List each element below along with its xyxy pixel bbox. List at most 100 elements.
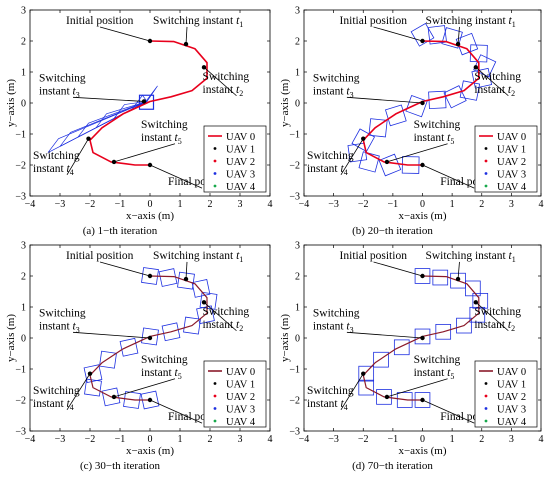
formation-shape bbox=[471, 67, 493, 89]
legend-box bbox=[474, 360, 538, 428]
formation-shape bbox=[196, 305, 215, 325]
annotation-dot bbox=[420, 335, 425, 341]
annotation-arrow bbox=[340, 373, 364, 411]
annotation-text: instant t3 bbox=[313, 85, 354, 99]
annotation-t: t bbox=[346, 85, 350, 97]
annotation-arrow bbox=[373, 26, 423, 42]
annotation-arrow bbox=[66, 373, 91, 411]
x-axis-label: x−axis (m) bbox=[126, 445, 174, 457]
annotation-text: Switching bbox=[313, 307, 360, 319]
uav0-trajectory bbox=[89, 40, 208, 166]
panel-caption: (c) 30−th iteration bbox=[80, 460, 161, 472]
annotation-text: Switching instant t1 bbox=[153, 250, 243, 264]
annotation-dot bbox=[87, 371, 93, 376]
x-tick-label: 2 bbox=[208, 199, 213, 210]
annotation-arrow bbox=[113, 143, 176, 163]
formation-shape bbox=[427, 25, 448, 45]
formation-shape bbox=[373, 351, 389, 368]
legend-swatch-uav1 bbox=[213, 382, 217, 385]
x-tick-label: 3 bbox=[509, 199, 514, 210]
annotation-arrow bbox=[422, 164, 475, 189]
annotation-arrow bbox=[185, 261, 188, 280]
formation-shape bbox=[138, 94, 155, 110]
x-tick-label: 0 bbox=[148, 199, 153, 210]
formation-shape bbox=[191, 279, 211, 298]
y-tick-label: 2 bbox=[295, 272, 300, 283]
annotation-dot bbox=[420, 397, 425, 403]
y-tick-label: 2 bbox=[21, 272, 26, 283]
x-tick-label: 1 bbox=[178, 199, 183, 210]
y-tick-label: 3 bbox=[295, 241, 300, 252]
legend-label: UAV 0 bbox=[497, 132, 526, 143]
formation-shape bbox=[358, 379, 375, 396]
legend-label: UAV 4 bbox=[497, 417, 527, 428]
legend-swatch-uav1 bbox=[484, 382, 488, 385]
annotation-dot bbox=[147, 273, 153, 279]
annotation-text: Switching bbox=[203, 306, 250, 318]
annotation-text: Switching bbox=[474, 306, 521, 318]
x-tick-label: −2 bbox=[358, 434, 369, 445]
legend-label: UAV 2 bbox=[226, 157, 255, 168]
x-tick-label: 4 bbox=[268, 434, 273, 445]
y-tick-label: 0 bbox=[295, 99, 300, 110]
annotation-sub: 5 bbox=[450, 372, 454, 381]
formation-shape bbox=[376, 389, 392, 405]
annotation-t: t bbox=[509, 15, 513, 27]
x-tick-label: 0 bbox=[420, 199, 425, 210]
x-tick-label: 3 bbox=[238, 434, 243, 445]
annotation-text: instant t4 bbox=[307, 398, 348, 412]
formation-shape bbox=[435, 323, 452, 340]
annotation-t: t bbox=[236, 84, 240, 96]
legend-label: UAV 2 bbox=[497, 392, 526, 403]
legend-label: UAV 1 bbox=[497, 145, 526, 156]
annotation-text: instant t4 bbox=[33, 163, 74, 177]
x-tick-label: 4 bbox=[539, 199, 544, 210]
x-tick-label: −2 bbox=[85, 199, 96, 210]
legend-swatch-uav1 bbox=[484, 147, 488, 150]
legend-swatch-uav2 bbox=[213, 394, 217, 398]
x-tick-label: 0 bbox=[148, 434, 153, 445]
annotation-text: Switching bbox=[414, 354, 461, 366]
y-tick-label: 0 bbox=[295, 334, 300, 345]
legend-box bbox=[203, 125, 267, 193]
legend-label: UAV 2 bbox=[497, 157, 526, 168]
y-tick-label: −3 bbox=[15, 427, 26, 438]
legend-swatch-uav4 bbox=[484, 184, 488, 188]
legend-swatch-uav2 bbox=[213, 159, 217, 163]
annotation-text: Switching bbox=[313, 72, 360, 84]
annotation-text: Switching bbox=[474, 71, 521, 83]
y-tick-label: 2 bbox=[295, 37, 300, 48]
x-tick-label: 3 bbox=[509, 434, 514, 445]
formation-shape bbox=[177, 271, 195, 290]
annotation-dot bbox=[147, 162, 153, 168]
y-tick-label: −2 bbox=[289, 396, 300, 407]
annotation-t: t bbox=[341, 163, 345, 175]
y-tick-label: −2 bbox=[15, 396, 26, 407]
annotation-t: t bbox=[175, 132, 179, 144]
formation-shape bbox=[84, 378, 102, 397]
annotation-arrow bbox=[66, 138, 89, 176]
x-tick-label: −3 bbox=[55, 434, 66, 445]
annotation-t: t bbox=[236, 15, 240, 27]
annotation-t: t bbox=[509, 250, 513, 262]
x-tick-label: −4 bbox=[299, 199, 310, 210]
y-tick-label: −1 bbox=[289, 365, 300, 376]
formation-shape bbox=[432, 269, 449, 286]
annotation-dot bbox=[473, 300, 479, 305]
annotation-dot bbox=[420, 38, 425, 44]
y-tick-label: −3 bbox=[289, 192, 300, 203]
panel-caption: (d) 70−th iteration bbox=[352, 460, 433, 472]
y-tick-label: −2 bbox=[289, 161, 300, 172]
annotation-sub: 1 bbox=[239, 255, 243, 264]
formation-shape bbox=[146, 85, 158, 103]
legend-label: UAV 4 bbox=[497, 182, 527, 193]
annotation-t: t bbox=[73, 85, 77, 97]
x-tick-label: 3 bbox=[238, 199, 243, 210]
annotation-arrow bbox=[72, 331, 151, 339]
annotation-t: t bbox=[447, 367, 451, 379]
annotation-t: t bbox=[447, 132, 451, 144]
formation-shape bbox=[99, 350, 117, 369]
annotation-sub: 2 bbox=[239, 89, 243, 98]
